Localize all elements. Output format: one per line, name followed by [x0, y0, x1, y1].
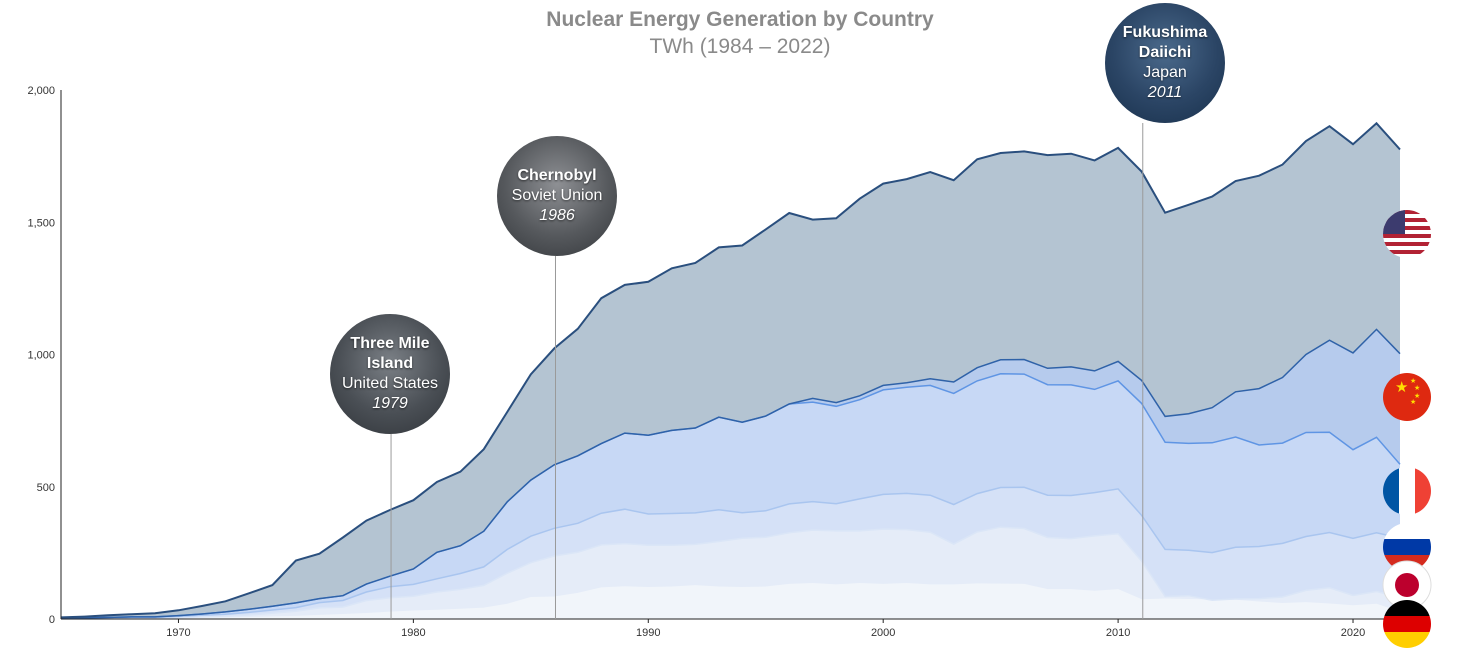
x-tick-label: 2020 — [1341, 627, 1365, 639]
line-united-states — [60, 121, 1401, 619]
area-russia — [61, 487, 1400, 619]
svg-text:★: ★ — [1414, 384, 1420, 392]
x-tick-label: 2010 — [1106, 627, 1130, 639]
germany-flag-icon — [1383, 600, 1431, 648]
line-japan — [61, 526, 1401, 620]
series-lines — [60, 121, 1401, 620]
chart-title: Nuclear Energy Generation by Country — [546, 8, 934, 31]
axes — [60, 90, 1400, 620]
flags: ★ ★ ★ ★ ★ — [1382, 210, 1432, 648]
event-name: Chernobyl — [517, 167, 597, 184]
event-year: 1986 — [539, 207, 575, 224]
event-chernobyl: Chernobyl Soviet Union 1986 — [497, 136, 617, 256]
event-country: Soviet Union — [511, 187, 603, 204]
y-tick-label: 1,500 — [27, 217, 55, 229]
area-united-states — [61, 123, 1400, 619]
area-germany — [61, 583, 1400, 619]
x-tick-label: 1990 — [636, 627, 660, 639]
france-flag-icon — [1383, 467, 1431, 515]
event-name: Three Mile Island — [350, 335, 430, 372]
x-tick-label: 1970 — [166, 627, 190, 639]
y-tick-labels: 0 500 1,000 1,500 2,000 — [27, 85, 55, 626]
svg-text:★: ★ — [1410, 398, 1416, 406]
x-tick-label: 1980 — [401, 627, 425, 639]
stacked-areas — [61, 123, 1400, 619]
event-fukushima: Fukushima Daiichi Japan 2011 — [1105, 3, 1225, 123]
area-japan — [61, 527, 1400, 619]
event-year: 2011 — [1147, 84, 1183, 101]
china-flag-icon: ★ ★ ★ ★ ★ — [1383, 373, 1431, 421]
x-tick-label: 2000 — [871, 627, 895, 639]
y-tick-label: 0 — [49, 614, 55, 626]
event-country: United States — [341, 375, 439, 392]
x-tick-labels: 1970 1980 1990 2000 2010 2020 — [166, 619, 1365, 639]
united-states-flag-icon — [1383, 210, 1431, 258]
event-markers — [390, 123, 1144, 619]
event-country: Japan — [1143, 64, 1187, 81]
y-tick-label: 500 — [37, 482, 55, 494]
y-tick-label: 2,000 — [27, 85, 55, 97]
svg-text:★: ★ — [1414, 392, 1420, 400]
area-france — [61, 373, 1400, 619]
line-germany — [61, 583, 1401, 620]
svg-text:★: ★ — [1395, 378, 1408, 396]
event-name: Fukushima Daiichi — [1122, 24, 1208, 61]
event-year: 1979 — [372, 395, 408, 412]
chart-subtitle: TWh (1984 – 2022) — [649, 35, 831, 58]
japan-flag-icon — [1382, 560, 1432, 610]
svg-text:★: ★ — [1410, 377, 1416, 385]
event-three-mile-island: Three Mile Island United States 1979 — [330, 314, 450, 434]
line-china — [60, 328, 1401, 620]
y-tick-label: 1,000 — [27, 350, 55, 362]
line-russia — [60, 486, 1401, 620]
